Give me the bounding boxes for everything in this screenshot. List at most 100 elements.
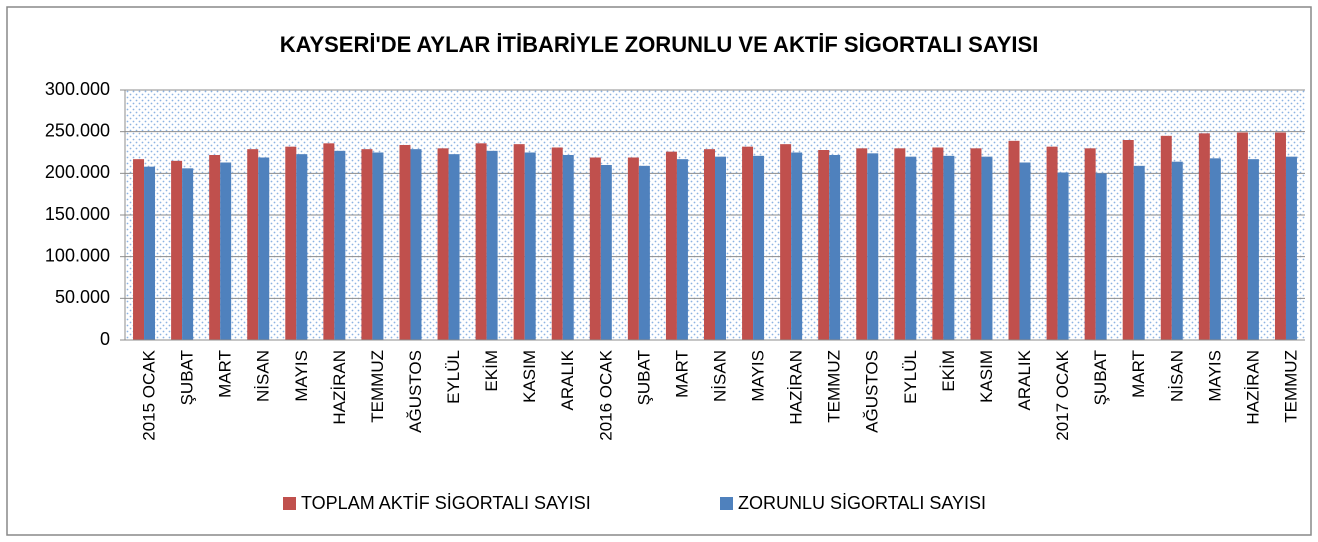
y-tick-label: 300.000 (45, 79, 110, 99)
bar (323, 143, 335, 340)
x-tick-label: TEMMUZ (368, 350, 387, 423)
x-tick-label: KASIM (520, 350, 539, 403)
bar (894, 148, 906, 340)
bar (1133, 165, 1145, 340)
bar (1057, 172, 1069, 340)
x-tick-label: ARALIK (558, 349, 577, 410)
x-tick-label: KASIM (977, 350, 996, 403)
bar (1084, 148, 1096, 340)
bar (665, 151, 677, 340)
x-tick-label: MAYIS (292, 350, 311, 402)
bar (856, 148, 868, 340)
bar (791, 152, 803, 340)
bar (1171, 161, 1183, 340)
x-tick-label: ŞUBAT (1091, 350, 1110, 405)
bar (627, 157, 639, 340)
bar (1095, 173, 1107, 340)
bar (704, 149, 715, 340)
legend-label: TOPLAM AKTİF SİGORTALI SAYISI (301, 493, 591, 513)
bar (715, 156, 726, 340)
y-tick-label: 100.000 (45, 245, 110, 265)
bar (780, 144, 792, 340)
bar (562, 155, 574, 340)
bar (486, 150, 498, 340)
x-tick-label: HAZİRAN (787, 350, 806, 425)
x-tick-label: ARALIK (1015, 349, 1034, 410)
y-tick-label: 200.000 (45, 162, 110, 182)
x-tick-label: 2017 OCAK (1053, 349, 1072, 440)
bar (932, 147, 944, 340)
bar (589, 157, 601, 340)
y-tick-label: 250.000 (45, 120, 110, 140)
y-tick-label: 150.000 (45, 204, 110, 224)
bar (437, 148, 449, 340)
x-tick-label: MAYIS (1205, 350, 1224, 402)
x-tick-label: EKİM (939, 350, 958, 392)
bar (818, 150, 830, 340)
bar (1285, 156, 1297, 340)
bar (144, 166, 156, 340)
bar (220, 162, 232, 340)
bar (513, 144, 525, 340)
bar (182, 168, 194, 340)
x-tick-label: MART (216, 350, 235, 398)
bar (475, 143, 487, 340)
bar (600, 165, 612, 340)
bar (133, 159, 145, 340)
x-tick-label: AĞUSTOS (863, 350, 882, 433)
x-tick-label: NİSAN (1167, 350, 1186, 402)
x-tick-label: HAZİRAN (330, 350, 349, 425)
x-tick-label: EYLÜL (901, 350, 920, 404)
x-tick-label: ŞUBAT (178, 350, 197, 405)
legend-label: ZORUNLU SİGORTALI SAYISI (738, 493, 986, 513)
x-tick-label: HAZİRAN (1243, 350, 1262, 425)
bar (905, 156, 917, 340)
chart-title: KAYSERİ'DE AYLAR İTİBARİYLE ZORUNLU VE A… (280, 32, 1039, 57)
bar (1008, 140, 1020, 340)
x-tick-label: NİSAN (710, 350, 729, 402)
x-tick-label: 2015 OCAK (140, 349, 159, 440)
x-tick-label: ŞUBAT (634, 350, 653, 405)
bar (981, 156, 993, 340)
x-tick-label: NİSAN (254, 350, 273, 402)
bar (943, 155, 955, 340)
bar (296, 154, 308, 340)
bar (638, 165, 650, 340)
legend-swatch (720, 497, 733, 510)
bar (171, 160, 183, 340)
bar (399, 145, 411, 340)
bar (285, 146, 297, 340)
bar (1160, 135, 1172, 340)
x-tick-label: AĞUSTOS (406, 350, 425, 433)
bar (372, 152, 384, 340)
x-tick-label: MART (1129, 350, 1148, 398)
bar (1122, 140, 1134, 340)
bar (410, 149, 422, 340)
bar (867, 153, 879, 340)
bar (209, 155, 221, 340)
x-tick-label: EYLÜL (444, 350, 463, 404)
y-tick-label: 0 (100, 329, 110, 349)
bar (1046, 146, 1058, 340)
bar (1236, 132, 1248, 340)
x-tick-label: TEMMUZ (1281, 350, 1300, 423)
bar (247, 149, 259, 340)
bar (1019, 162, 1031, 340)
x-tick-label: 2016 OCAK (596, 349, 615, 440)
x-tick-label: TEMMUZ (825, 350, 844, 423)
bar (676, 159, 688, 340)
bar (334, 150, 346, 340)
x-tick-label: MART (672, 350, 691, 398)
x-tick-label: MAYIS (749, 350, 768, 402)
legend-swatch (283, 497, 296, 510)
bar (742, 146, 754, 340)
bar (1198, 133, 1210, 340)
bar (258, 157, 270, 340)
bar (753, 155, 765, 340)
bar (361, 149, 373, 340)
bar (829, 155, 841, 340)
bar (1274, 132, 1286, 340)
bar (551, 147, 563, 340)
bar (1209, 158, 1221, 340)
bar (970, 148, 982, 340)
